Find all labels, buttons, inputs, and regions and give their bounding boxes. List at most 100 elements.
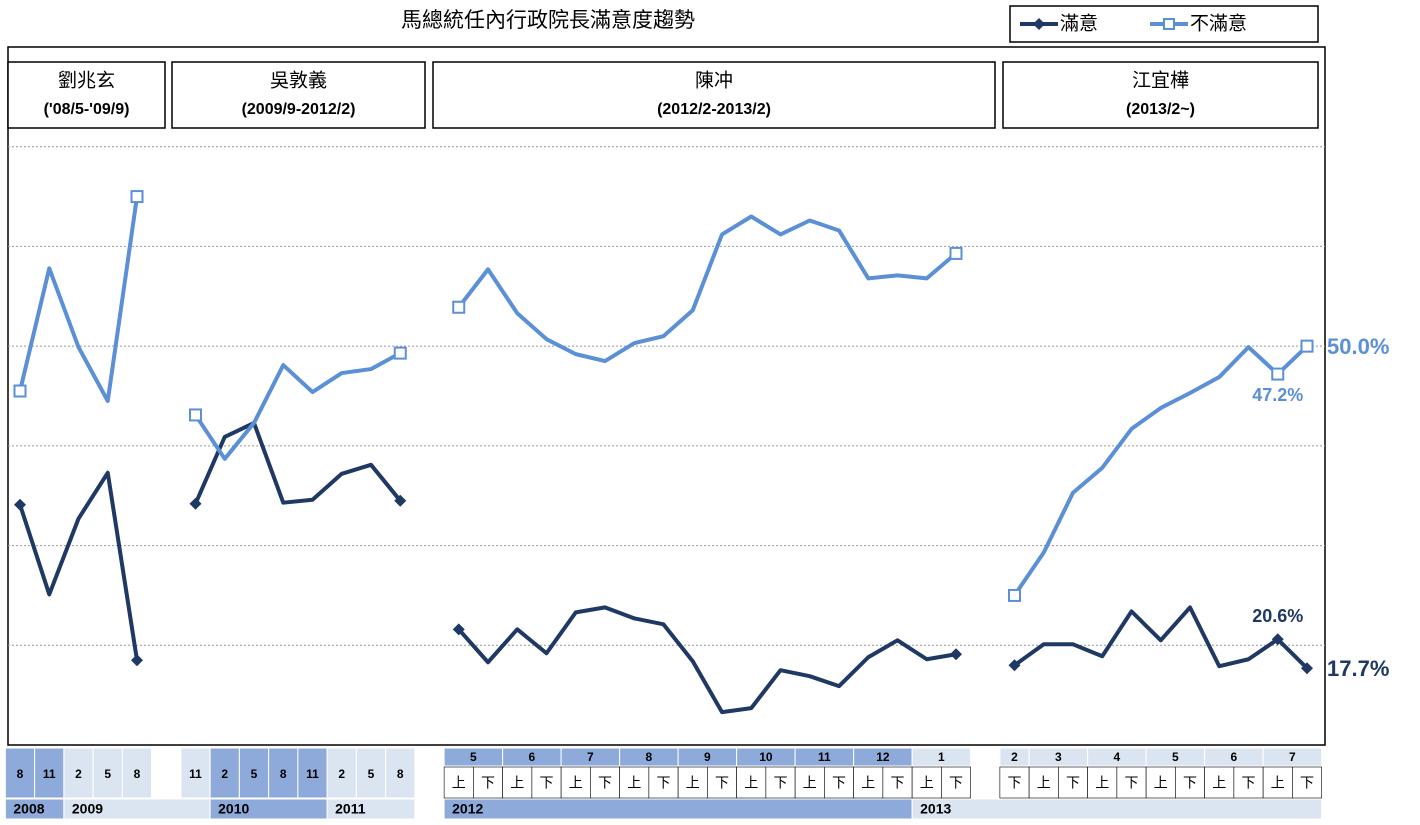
point-marker xyxy=(1271,633,1284,646)
period-term: (2012/2-2013/2) xyxy=(657,101,771,118)
category-cell xyxy=(531,766,562,799)
month-label: 8 xyxy=(646,750,653,764)
category-label: 上 xyxy=(627,775,641,791)
category-cell xyxy=(1028,766,1059,799)
period-box xyxy=(432,61,996,129)
category-cell xyxy=(1175,766,1205,799)
category-label: 下 xyxy=(891,775,905,791)
data-label: 50.0% xyxy=(1327,334,1389,359)
category-label: 上 xyxy=(569,775,583,791)
year-label: 2011 xyxy=(335,801,366,817)
category-cell xyxy=(1262,766,1293,799)
category-label: 下 xyxy=(1242,775,1256,791)
point-marker xyxy=(1300,339,1314,353)
category-cell xyxy=(1116,766,1147,799)
category-label: 8 xyxy=(17,767,24,781)
plot-frame xyxy=(7,46,1326,746)
category-cell xyxy=(355,747,387,799)
category-label: 上 xyxy=(452,775,466,791)
category-label: 下 xyxy=(1008,775,1022,791)
point-marker xyxy=(1301,662,1313,675)
point-marker xyxy=(452,300,466,314)
category-cell xyxy=(238,747,270,799)
category-label: 8 xyxy=(134,767,141,781)
point-marker xyxy=(189,408,202,422)
point-marker xyxy=(394,494,407,507)
category-cell xyxy=(677,766,708,799)
category-label: 上 xyxy=(744,775,758,791)
series-line xyxy=(18,196,1309,597)
point-marker xyxy=(14,498,26,511)
month-label: 7 xyxy=(587,750,594,764)
category-label: 2 xyxy=(221,767,228,781)
category-cell xyxy=(765,766,796,799)
month-label: 5 xyxy=(470,750,477,764)
period-term: ('08/5-'09/9) xyxy=(44,101,130,118)
category-label: 2 xyxy=(338,767,345,781)
category-cell xyxy=(268,747,299,799)
month-label: 5 xyxy=(1172,750,1179,764)
category-cell xyxy=(1204,766,1235,799)
point-marker xyxy=(1008,659,1021,672)
year-label: 2012 xyxy=(452,801,483,817)
month-cell xyxy=(1262,747,1323,767)
category-cell xyxy=(385,747,416,799)
month-label: 11 xyxy=(818,750,831,764)
month-label: 3 xyxy=(1055,750,1062,764)
legend-label: 滿意 xyxy=(1060,12,1098,34)
category-label: 上 xyxy=(1095,775,1109,791)
period-term: (2009/9-2012/2) xyxy=(242,101,356,118)
category-label: 上 xyxy=(1212,775,1226,791)
legend-marker xyxy=(1033,18,1045,30)
year-cell xyxy=(326,798,416,820)
category-cell xyxy=(1087,766,1118,799)
point-marker xyxy=(950,648,962,661)
category-label: 8 xyxy=(397,767,404,781)
category-cell xyxy=(326,747,357,799)
period-name: 吳敦義 xyxy=(270,69,327,91)
month-label: 4 xyxy=(1114,750,1121,764)
category-cell xyxy=(590,766,620,799)
point-marker xyxy=(1271,367,1285,381)
category-cell xyxy=(911,766,942,799)
category-cell xyxy=(736,766,767,799)
category-label: 2 xyxy=(75,767,82,781)
category-cell xyxy=(560,766,591,799)
category-cell xyxy=(707,766,737,799)
category-cell xyxy=(121,747,153,799)
point-marker xyxy=(1008,588,1021,602)
category-label: 下 xyxy=(774,775,788,791)
legend-marker xyxy=(1163,18,1175,30)
series-line xyxy=(18,420,1309,715)
category-label: 5 xyxy=(251,767,258,781)
category-label: 11 xyxy=(189,767,202,781)
category-label: 11 xyxy=(306,767,319,781)
point-marker xyxy=(131,654,143,667)
chart-title: 馬總統任內行政院長滿意度趨勢 xyxy=(401,8,695,32)
month-label: 12 xyxy=(876,750,890,764)
point-marker xyxy=(13,384,27,398)
year-label: 2008 xyxy=(13,801,44,817)
category-cell xyxy=(1292,766,1322,799)
point-marker xyxy=(189,497,202,510)
category-label: 下 xyxy=(540,775,554,791)
category-label: 下 xyxy=(657,775,671,791)
category-label: 下 xyxy=(1300,775,1314,791)
category-cell xyxy=(209,747,240,799)
category-cell xyxy=(794,766,825,799)
category-label: 上 xyxy=(861,775,875,791)
category-cell xyxy=(180,747,211,799)
point-marker xyxy=(452,623,465,636)
month-label: 1 xyxy=(938,750,945,764)
period-box xyxy=(7,61,166,129)
category-cell xyxy=(473,766,503,799)
point-marker xyxy=(949,246,963,260)
category-label: 5 xyxy=(368,767,375,781)
category-cell xyxy=(853,766,884,799)
year-label: 2010 xyxy=(218,801,249,817)
category-label: 下 xyxy=(1125,775,1139,791)
category-label: 上 xyxy=(1037,775,1051,791)
month-label: 7 xyxy=(1289,750,1296,764)
point-marker xyxy=(130,190,144,204)
